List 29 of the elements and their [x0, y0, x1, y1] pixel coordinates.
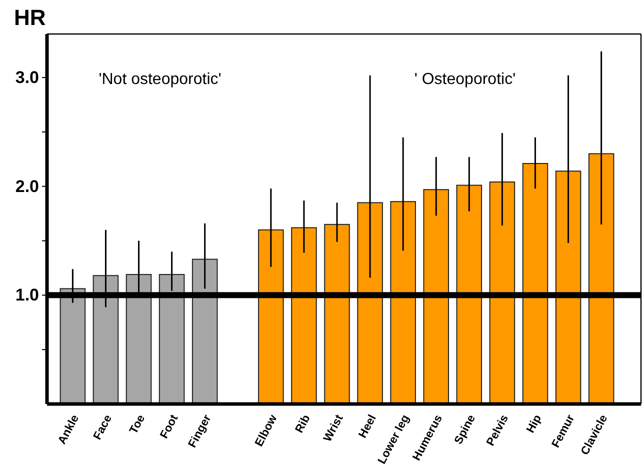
bar — [522, 163, 548, 404]
annotation: ' Osteoporotic' — [414, 71, 516, 88]
bar — [357, 202, 383, 404]
bar — [158, 274, 185, 404]
y-axis-title: HR — [14, 5, 46, 30]
x-tick-label: Ankle — [56, 413, 82, 446]
bar — [192, 258, 218, 404]
x-tick-label: Rib — [294, 413, 313, 436]
bar — [258, 229, 284, 404]
y-tick-label: 3.0 — [15, 68, 39, 87]
x-tick-label: Heel — [356, 413, 379, 440]
x-tick-label: Toe — [128, 413, 148, 436]
bar — [126, 274, 152, 404]
x-tick-label: Hip — [524, 413, 544, 436]
annotation: 'Not osteoporotic' — [98, 71, 222, 88]
bar — [489, 182, 516, 404]
x-tick-label: Foot — [158, 412, 181, 441]
bar — [555, 170, 582, 404]
bar — [92, 275, 119, 404]
x-tick-label: Face — [92, 413, 115, 442]
bar — [456, 184, 482, 404]
bar — [324, 224, 350, 404]
bar — [390, 201, 416, 404]
bar — [423, 189, 450, 404]
bar — [588, 153, 614, 404]
bar — [60, 288, 86, 404]
bar — [291, 227, 317, 404]
y-tick-label: 1.0 — [15, 286, 39, 305]
y-tick-label: 2.0 — [15, 176, 39, 196]
